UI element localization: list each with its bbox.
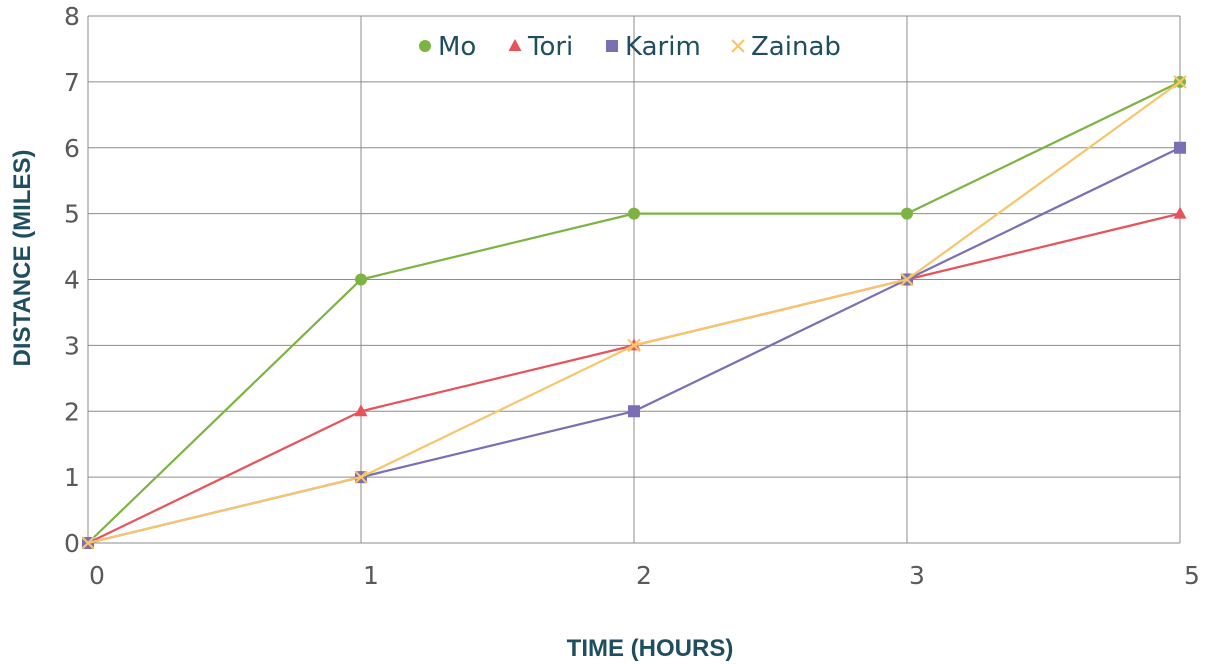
- data-point-karim: [1174, 141, 1186, 154]
- data-point-mo: [355, 273, 367, 286]
- y-tick-label: 7: [64, 68, 80, 97]
- legend-label-mo: Mo: [438, 32, 476, 62]
- x-stroke: [731, 39, 745, 53]
- data-point-tori: [354, 404, 368, 417]
- x-axis-title: TIME (HOURS): [567, 635, 734, 662]
- x-stroke: [81, 536, 95, 550]
- legend-label-tori: Tori: [527, 32, 573, 62]
- x-tick-label: 3: [909, 561, 925, 590]
- data-point-tori: [1173, 206, 1187, 219]
- x-stroke: [627, 338, 641, 353]
- y-tick-label: 0: [64, 529, 80, 558]
- legend-label-zainab: Zainab: [751, 32, 841, 62]
- data-point-mo: [628, 207, 640, 220]
- legend-marker-tori: [508, 39, 522, 51]
- data-point-zainab: [1173, 75, 1187, 89]
- legend-marker-mo: [419, 40, 431, 52]
- data-point-zainab: [900, 272, 914, 287]
- y-tick-label: 3: [64, 331, 80, 360]
- x-tick-label: 0: [89, 561, 105, 590]
- y-tick-label: 8: [64, 2, 80, 31]
- data-point-zainab: [627, 338, 641, 353]
- y-tick-label: 4: [64, 266, 80, 295]
- y-axis-title: DISTANCE (MILES): [9, 150, 36, 367]
- legend: Mo Tori Karim Zainab: [419, 32, 841, 62]
- legend-item-mo: Mo: [419, 32, 476, 62]
- legend-label-karim: Karim: [625, 32, 701, 62]
- x-tick-label: 2: [636, 561, 652, 590]
- legend-marker-karim: [606, 40, 618, 52]
- y-axis-ticks: 0 1 2 3 4 5 6 7 8: [64, 2, 80, 558]
- series-group: [81, 75, 1187, 550]
- x-stroke: [900, 272, 914, 287]
- legend-item-tori: Tori: [508, 32, 573, 62]
- legend-marker-zainab: [731, 39, 745, 53]
- y-tick-label: 1: [64, 463, 80, 492]
- series-zainab: [81, 75, 1187, 550]
- data-point-karim: [628, 405, 640, 418]
- x-tick-label: 5: [1184, 561, 1200, 590]
- legend-item-karim: Karim: [606, 32, 701, 62]
- legend-item-zainab: Zainab: [731, 32, 841, 62]
- x-axis-ticks: 0 1 2 3 5: [89, 561, 1200, 590]
- y-tick-label: 5: [64, 200, 80, 229]
- data-point-mo: [901, 207, 913, 220]
- x-stroke: [1173, 75, 1187, 89]
- x-tick-label: 1: [363, 561, 379, 590]
- y-tick-label: 6: [64, 134, 80, 163]
- x-stroke: [354, 470, 368, 484]
- y-tick-label: 2: [64, 397, 80, 426]
- data-point-zainab: [81, 536, 95, 550]
- data-point-zainab: [354, 470, 368, 484]
